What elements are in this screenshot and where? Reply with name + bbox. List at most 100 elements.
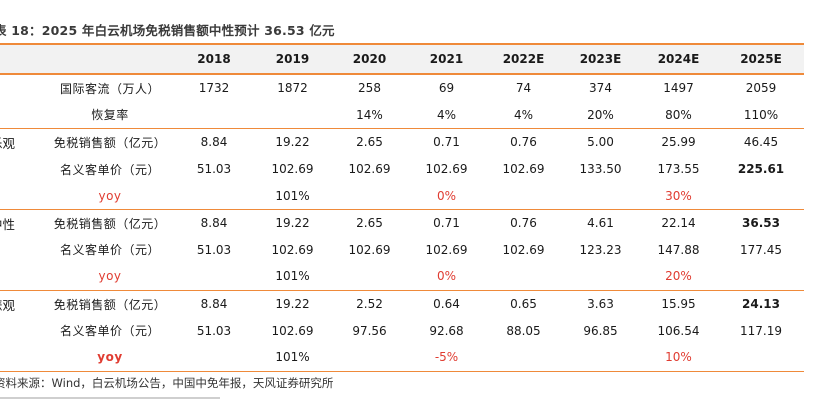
header-cell: 2018 [174,43,254,75]
table-row: yoy 101% 0% 30% [0,182,804,209]
table-row: 悲观 免税销售额（亿元） 8.84 19.22 2.52 0.64 0.65 3… [0,289,804,318]
value-cell: 69 [438,81,455,96]
value-cell: 15.95 [639,289,718,318]
value-cell: 102.69 [271,162,314,177]
value-cell: 258 [358,81,381,96]
metric-cell: 免税销售额（亿元） [46,128,174,156]
value-cell: 117.19 [740,323,782,338]
header-cell: 2021 [408,43,485,75]
value-cell: 101% [254,343,331,372]
value-cell: 2.65 [331,208,408,237]
metric-cell: yoy [98,269,122,284]
value-cell: 30% [665,188,692,203]
value-cell: 0.76 [485,208,562,237]
value-cell: 97.56 [352,323,387,338]
metric-cell: yoy [46,343,174,372]
value-cell: 96.85 [583,323,618,338]
value-cell: 374 [589,81,612,96]
value-cell: 0% [436,188,457,203]
metric-cell: 名义客单价（元） [59,243,160,258]
value-cell: 19.22 [254,289,331,318]
scenario-cell [0,156,46,183]
value-cell [331,182,408,209]
value-cell: 19.22 [254,128,331,156]
value-cell: 110% [743,107,779,122]
metric-cell: 名义客单价（元） [59,324,160,339]
header-cell: 2025E [718,43,804,75]
value-cell: 51.03 [196,323,232,338]
value-cell: 10% [639,343,718,372]
value-cell: 1872 [277,81,308,96]
value-cell: 102.69 [348,242,391,257]
scenario-cell [0,237,46,264]
value-cell [174,102,254,129]
value-cell: 24.13 [718,289,804,318]
value-cell: 0.71 [408,128,485,156]
metric-cell: 恢复率 [91,108,129,123]
table-row: 名义客单价（元） 51.03 102.69 97.56 92.68 88.05 … [0,317,804,344]
scenario-cell [0,182,46,209]
value-cell: -5% [408,343,485,372]
metric-cell: 名义客单价（元） [59,162,160,177]
value-cell [485,182,562,209]
value-cell: 106.54 [657,323,700,338]
value-cell: 2059 [745,81,777,96]
scenario-cell: 中性 [0,208,46,237]
value-cell: 8.84 [174,289,254,318]
value-cell: 20% [587,107,614,122]
value-cell [485,263,562,290]
value-cell: 177.45 [740,242,782,257]
value-cell: 80% [665,107,692,122]
value-cell [485,343,562,372]
value-cell: 0% [436,269,457,284]
header-cell: 2020 [331,43,408,75]
header-cell [0,43,46,75]
scenario-cell [0,102,46,129]
scenario-cell [0,343,46,372]
value-cell: 46.45 [718,128,804,156]
value-cell: 5.00 [562,128,639,156]
scenario-cell: 乐观 [0,128,46,156]
value-cell: 0.64 [408,289,485,318]
value-cell: 123.23 [579,242,622,257]
value-cell: 74 [515,81,532,96]
value-cell: 147.88 [657,242,700,257]
header-cell: 2019 [254,43,331,75]
value-cell: 102.69 [271,242,314,257]
source-note: 资料来源：Wind，白云机场公告，中国中免年报，天风证券研究所 [0,376,334,390]
metric-cell: 免税销售额（亿元） [46,289,174,318]
value-cell: 2.52 [331,289,408,318]
value-cell: 102.69 [502,242,545,257]
value-cell: 0.71 [408,208,485,237]
value-cell: 1732 [198,81,230,96]
value-cell: 101% [275,269,310,284]
header-cell: 2024E [639,43,718,75]
table-row: 乐观 免税销售额（亿元） 8.84 19.22 2.65 0.71 0.76 5… [0,128,804,156]
value-cell: 173.55 [657,162,700,177]
value-cell: 22.14 [639,208,718,237]
table-row: 名义客单价（元） 51.03 102.69 102.69 102.69 102.… [0,156,804,183]
value-cell [174,263,254,290]
value-cell [174,182,254,209]
scenario-cell: 悲观 [0,289,46,318]
value-cell: 1497 [663,81,694,96]
value-cell: 2.65 [331,128,408,156]
header-cell: 2022E [485,43,562,75]
value-cell: 102.69 [271,323,314,338]
value-cell [331,343,408,372]
value-cell: 101% [275,188,310,203]
value-cell [718,182,804,209]
value-cell: 4% [436,107,457,122]
header-cell: 2023E [562,43,639,75]
value-cell: 102.69 [348,162,391,177]
value-cell: 8.84 [174,208,254,237]
cropped-next-line [0,394,300,400]
value-cell: 133.50 [579,162,622,177]
table-row: 名义客单价（元） 51.03 102.69 102.69 102.69 102.… [0,237,804,264]
value-cell: 51.03 [196,242,232,257]
value-cell: 102.69 [425,242,468,257]
value-cell: 51.03 [196,162,232,177]
value-cell [254,102,331,129]
value-cell: 225.61 [737,162,785,177]
value-cell [718,343,804,372]
